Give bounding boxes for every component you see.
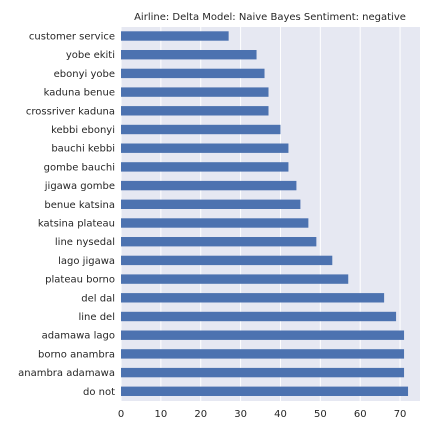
chart-title: Airline: Delta Model: Naive Bayes Sentim… bbox=[134, 12, 406, 23]
bar-plateau-borno bbox=[121, 274, 349, 284]
bar-yobe-ekiti bbox=[121, 50, 257, 60]
bar-adamawa-lago bbox=[121, 330, 405, 340]
x-tick-label-30: 30 bbox=[234, 409, 247, 420]
bar-line-del bbox=[121, 311, 397, 322]
bar-borno-anambra bbox=[121, 349, 405, 359]
bar-bauchi-kebbi bbox=[121, 143, 289, 153]
category-label-katsina-plateau: katsina plateau bbox=[38, 219, 115, 230]
category-label-lago-jigawa: lago jigawa bbox=[58, 256, 115, 267]
category-label-plateau-borno: plateau borno bbox=[45, 275, 115, 286]
bar-del-dal bbox=[121, 293, 385, 303]
category-label-do-not: do not bbox=[83, 387, 115, 398]
category-label-kaduna-benue: kaduna benue bbox=[44, 88, 115, 99]
bar-katsina-plateau bbox=[121, 218, 309, 228]
x-tick-label-60: 60 bbox=[354, 409, 367, 420]
x-tick-label-0: 0 bbox=[118, 409, 124, 420]
category-label-line-del: line del bbox=[78, 312, 115, 323]
x-tick-label-10: 10 bbox=[154, 409, 167, 420]
plot-area bbox=[121, 27, 420, 401]
category-label-del-dal: del dal bbox=[81, 293, 115, 304]
category-label-borno-anambra: borno anambra bbox=[38, 349, 115, 360]
bars bbox=[121, 31, 409, 396]
category-label-crossriver-kaduna: crossriver kaduna bbox=[26, 106, 115, 117]
x-tick-label-40: 40 bbox=[274, 409, 287, 420]
x-tick-label-70: 70 bbox=[394, 409, 407, 420]
category-label-benue-katsina: benue katsina bbox=[44, 200, 115, 211]
bar-gombe-bauchi bbox=[121, 162, 289, 172]
x-tick-label-50: 50 bbox=[314, 409, 327, 420]
bar-kebbi-ebonyi bbox=[121, 124, 281, 135]
bar-crossriver-kaduna bbox=[121, 106, 269, 116]
bar-anambra-adamawa bbox=[121, 367, 405, 378]
category-label-kebbi-ebonyi: kebbi ebonyi bbox=[51, 125, 115, 136]
category-label-line-nysedal: line nysedal bbox=[55, 237, 115, 248]
category-label-jigawa-gombe: jigawa gombe bbox=[44, 181, 115, 192]
category-label-anambra-adamawa: anambra adamawa bbox=[18, 368, 115, 379]
category-label-bauchi-kebbi: bauchi kebbi bbox=[51, 144, 115, 155]
category-label-ebonyi-yobe: ebonyi yobe bbox=[54, 69, 115, 80]
bar-benue-katsina bbox=[121, 199, 301, 209]
bar-kaduna-benue bbox=[121, 87, 269, 97]
x-tick-labels: 0 10 20 30 40 50 60 70 bbox=[118, 409, 407, 420]
bar-do-not bbox=[121, 386, 409, 396]
bar-customer-service bbox=[121, 31, 229, 41]
bar-jigawa-gombe bbox=[121, 180, 297, 191]
category-label-customer-service: customer service bbox=[29, 32, 115, 43]
bar-line-nysedal bbox=[121, 237, 317, 247]
bar-lago-jigawa bbox=[121, 255, 333, 266]
category-label-gombe-bauchi: gombe bauchi bbox=[44, 162, 115, 173]
bar-ebonyi-yobe bbox=[121, 68, 265, 79]
category-label-yobe-ekiti: yobe ekiti bbox=[66, 50, 115, 61]
x-tick-label-20: 20 bbox=[194, 409, 207, 420]
category-labels: customer service yobe ekiti ebonyi yobe kad… bbox=[18, 32, 115, 398]
category-label-adamawa-lago: adamawa lago bbox=[42, 331, 115, 342]
